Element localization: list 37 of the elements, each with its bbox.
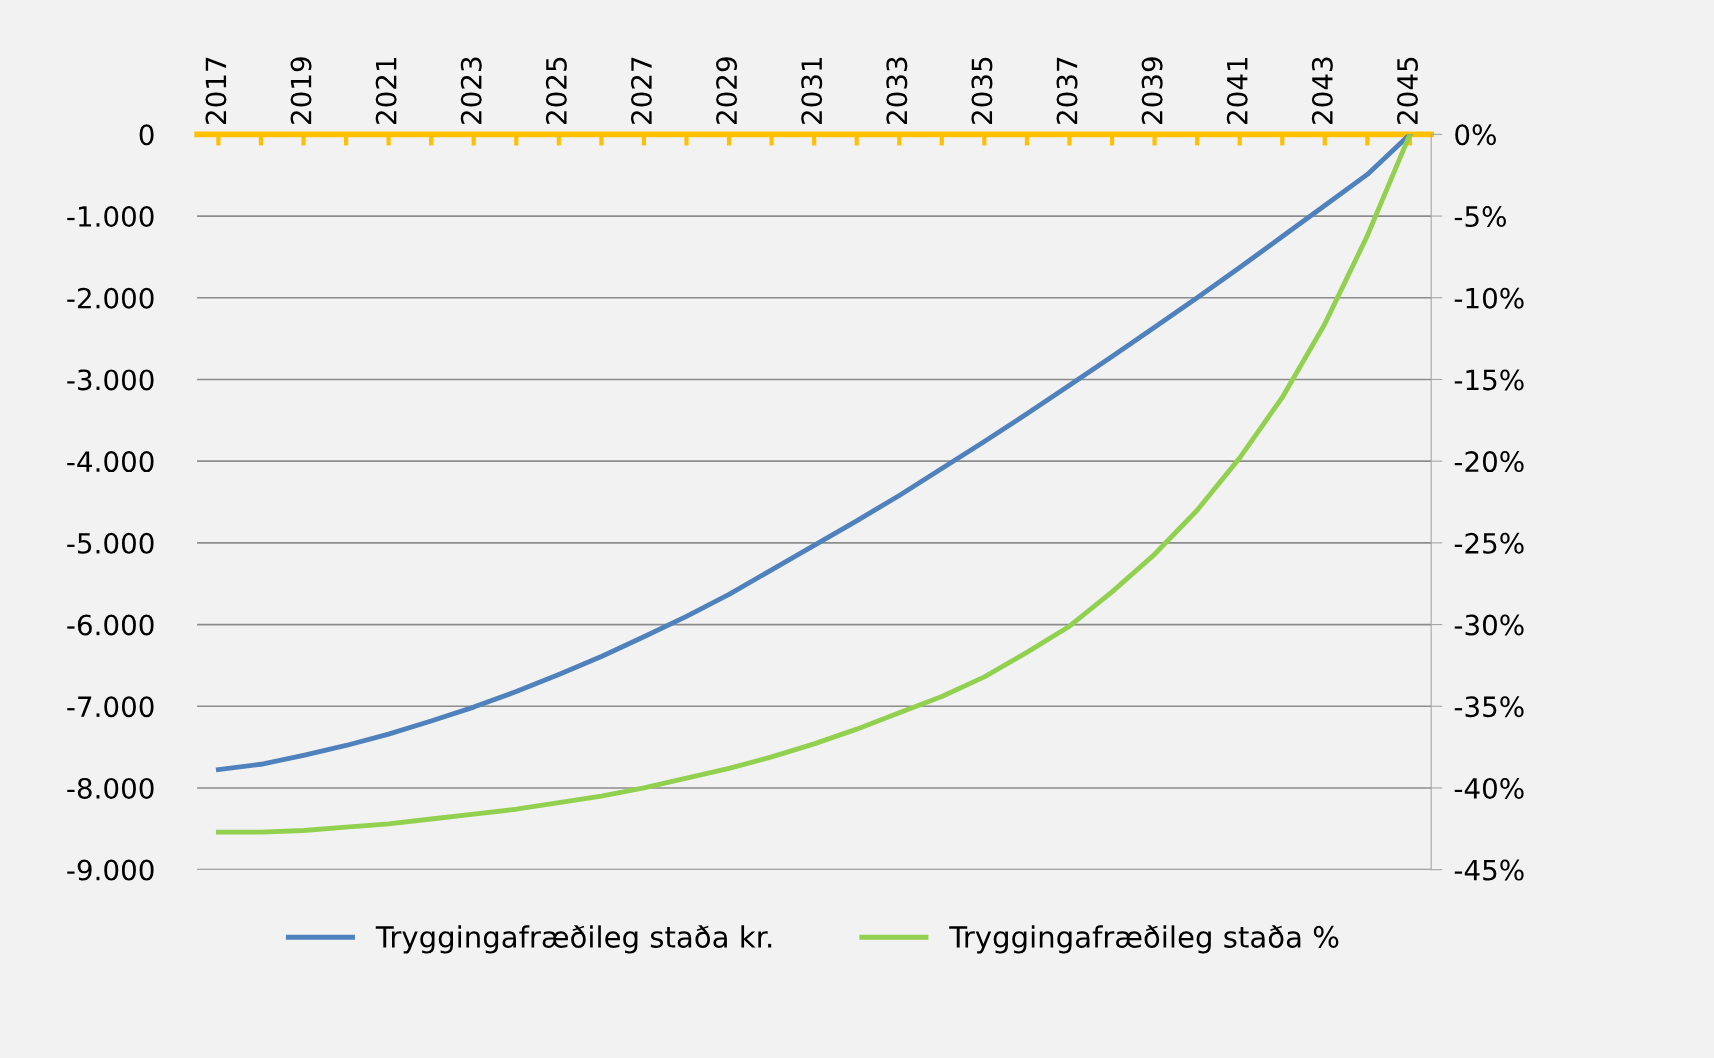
x-tick-label: 2045	[1396, 57, 1418, 124]
y-tick-label: -9.000	[67, 859, 154, 881]
x-tick-label: 2027	[630, 57, 652, 124]
y2-tick-label: -35%	[1454, 696, 1524, 718]
y-tick-label: -1.000	[67, 206, 154, 228]
x-tick-label: 2021	[375, 57, 397, 124]
y2-tick-label: 0%	[1455, 124, 1496, 146]
y2-tick-label: -45%	[1454, 859, 1524, 881]
y-tick-label: -7.000	[67, 696, 154, 718]
y-tick-label: -6.000	[67, 614, 154, 636]
x-tick-label: 2033	[886, 57, 908, 124]
x-tick-label: 2037	[1056, 57, 1078, 124]
x-tick-label: 2039	[1141, 57, 1163, 124]
y-tick-label: 0	[139, 124, 154, 146]
y-tick-label: -8.000	[67, 777, 154, 799]
y2-tick-label: -20%	[1454, 451, 1524, 473]
y2-tick-label: -5%	[1454, 206, 1506, 228]
x-tick-label: 2023	[460, 57, 482, 124]
x-tick-label: 2035	[971, 57, 993, 124]
x-tick-label: 2019	[290, 57, 312, 124]
x-tick-label: 2025	[545, 57, 567, 124]
legend-label: Tryggingafræðileg staða kr.	[375, 925, 772, 954]
y2-tick-label: -10%	[1454, 287, 1524, 309]
y2-tick-label: -25%	[1454, 532, 1524, 554]
y2-tick-label: -40%	[1454, 777, 1524, 799]
x-tick-label: 2041	[1226, 57, 1248, 124]
legend-label: Tryggingafræðileg staða %	[949, 925, 1339, 954]
y2-tick-label: -30%	[1454, 614, 1524, 636]
y-tick-label: -4.000	[67, 451, 154, 473]
x-tick-label: 2017	[205, 57, 227, 124]
y-tick-label: -3.000	[67, 369, 154, 391]
y-tick-label: -2.000	[67, 287, 154, 309]
y-tick-label: -5.000	[67, 532, 154, 554]
x-tick-label: 2029	[716, 57, 738, 124]
y2-tick-label: -15%	[1454, 369, 1524, 391]
x-tick-label: 2043	[1311, 57, 1333, 124]
x-tick-label: 2031	[801, 57, 823, 124]
